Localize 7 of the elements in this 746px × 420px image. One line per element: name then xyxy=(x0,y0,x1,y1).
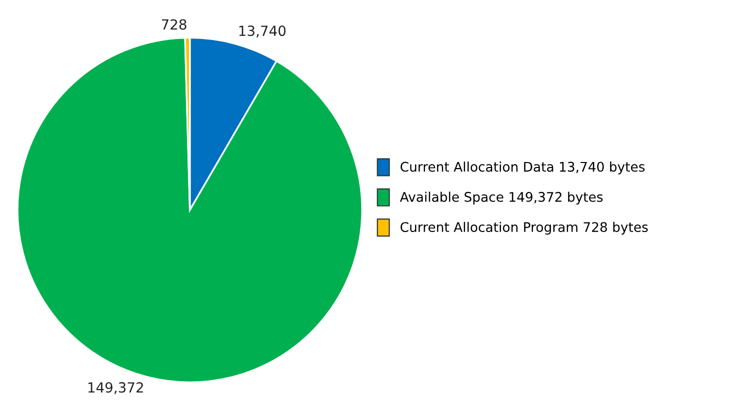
legend-label: Current Allocation Data 13,740 bytes xyxy=(400,162,645,174)
data-label: 13,740 xyxy=(239,26,286,38)
pie-slice xyxy=(16,36,363,384)
legend-label: Available Space 149,372 bytes xyxy=(400,192,603,204)
data-label: 149,372 xyxy=(88,382,143,394)
legend-label: Current Allocation Program 728 bytes xyxy=(400,222,648,235)
data-label: 728 xyxy=(162,19,186,30)
